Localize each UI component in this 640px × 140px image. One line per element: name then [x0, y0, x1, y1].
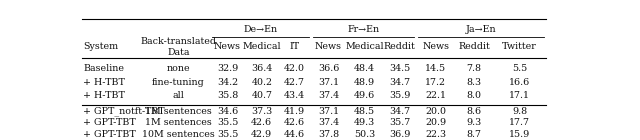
Text: News: News	[422, 42, 449, 52]
Text: Medical: Medical	[243, 42, 281, 52]
Text: 49.6: 49.6	[354, 91, 375, 100]
Text: News: News	[315, 42, 342, 52]
Text: De→En: De→En	[243, 25, 277, 34]
Text: + H-TBT: + H-TBT	[83, 78, 125, 87]
Text: 1M sentences: 1M sentences	[145, 107, 212, 116]
Text: 5.5: 5.5	[512, 64, 527, 73]
Text: 48.4: 48.4	[354, 64, 375, 73]
Text: 7.8: 7.8	[467, 64, 481, 73]
Text: Reddit: Reddit	[384, 42, 415, 52]
Text: 9.3: 9.3	[467, 118, 482, 127]
Text: 34.2: 34.2	[217, 78, 238, 87]
Text: + H-TBT: + H-TBT	[83, 91, 125, 100]
Text: none: none	[166, 64, 190, 73]
Text: Reddit: Reddit	[458, 42, 490, 52]
Text: 10M sentences: 10M sentences	[142, 130, 215, 139]
Text: 9.8: 9.8	[512, 107, 527, 116]
Text: 32.9: 32.9	[217, 64, 238, 73]
Text: fine-tuning: fine-tuning	[152, 78, 205, 87]
Text: Fr→En: Fr→En	[348, 25, 380, 34]
Text: 17.1: 17.1	[509, 91, 530, 100]
Text: all: all	[173, 91, 184, 100]
Text: 34.6: 34.6	[217, 107, 238, 116]
Text: 36.6: 36.6	[318, 64, 339, 73]
Text: 20.9: 20.9	[425, 118, 446, 127]
Text: IT: IT	[289, 42, 300, 52]
Text: 8.7: 8.7	[467, 130, 481, 139]
Text: Twitter: Twitter	[502, 42, 537, 52]
Text: 48.9: 48.9	[354, 78, 375, 87]
Text: 37.3: 37.3	[251, 107, 273, 116]
Text: News: News	[214, 42, 241, 52]
Text: 34.7: 34.7	[389, 78, 410, 87]
Text: 35.9: 35.9	[389, 91, 410, 100]
Text: 22.3: 22.3	[425, 130, 446, 139]
Text: 41.9: 41.9	[284, 107, 305, 116]
Text: 17.7: 17.7	[509, 118, 530, 127]
Text: 15.9: 15.9	[509, 130, 531, 139]
Text: 42.9: 42.9	[252, 130, 273, 139]
Text: 35.8: 35.8	[217, 91, 238, 100]
Text: 8.3: 8.3	[467, 78, 482, 87]
Text: 37.1: 37.1	[318, 107, 339, 116]
Text: 22.1: 22.1	[425, 91, 446, 100]
Text: 49.3: 49.3	[354, 118, 375, 127]
Text: + GPT_notft-TBT: + GPT_notft-TBT	[83, 106, 165, 116]
Text: 37.4: 37.4	[318, 91, 339, 100]
Text: System: System	[83, 42, 118, 52]
Text: 8.0: 8.0	[467, 91, 481, 100]
Text: 20.0: 20.0	[425, 107, 446, 116]
Text: 35.5: 35.5	[217, 118, 238, 127]
Text: 44.6: 44.6	[284, 130, 305, 139]
Text: 8.6: 8.6	[467, 107, 482, 116]
Text: 35.5: 35.5	[217, 130, 238, 139]
Text: 36.9: 36.9	[389, 130, 410, 139]
Text: 36.4: 36.4	[251, 64, 273, 73]
Text: 42.0: 42.0	[284, 64, 305, 73]
Text: 14.5: 14.5	[425, 64, 446, 73]
Text: 40.2: 40.2	[252, 78, 272, 87]
Text: 48.5: 48.5	[354, 107, 375, 116]
Text: 42.6: 42.6	[284, 118, 305, 127]
Text: 1M sentences: 1M sentences	[145, 118, 212, 127]
Text: Back-translated
Data: Back-translated Data	[140, 37, 216, 57]
Text: 42.7: 42.7	[284, 78, 305, 87]
Text: 37.4: 37.4	[318, 118, 339, 127]
Text: 50.3: 50.3	[354, 130, 375, 139]
Text: 43.4: 43.4	[284, 91, 305, 100]
Text: Baseline: Baseline	[83, 64, 124, 73]
Text: 37.8: 37.8	[318, 130, 339, 139]
Text: 34.7: 34.7	[389, 107, 410, 116]
Text: Medical: Medical	[346, 42, 384, 52]
Text: + GPT-TBT: + GPT-TBT	[83, 118, 136, 127]
Text: 35.7: 35.7	[389, 118, 410, 127]
Text: 17.2: 17.2	[425, 78, 446, 87]
Text: + GPT-TBT: + GPT-TBT	[83, 130, 136, 139]
Text: 16.6: 16.6	[509, 78, 531, 87]
Text: 37.1: 37.1	[318, 78, 339, 87]
Text: 34.5: 34.5	[389, 64, 410, 73]
Text: 40.7: 40.7	[252, 91, 272, 100]
Text: Ja→En: Ja→En	[466, 25, 497, 34]
Text: 42.6: 42.6	[252, 118, 273, 127]
